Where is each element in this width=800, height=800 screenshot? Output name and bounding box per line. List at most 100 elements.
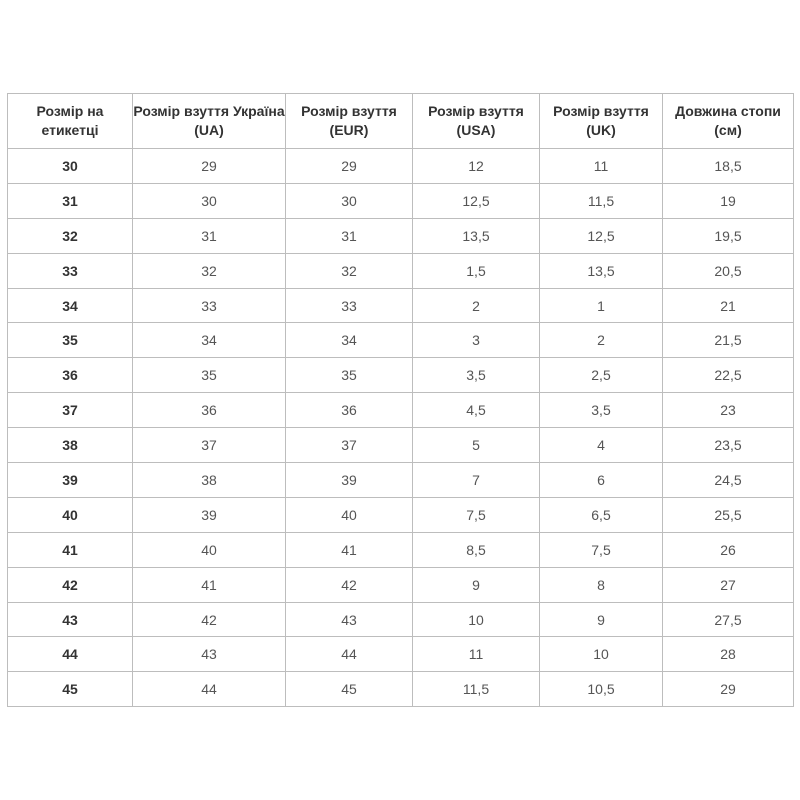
cell-uk-size: 6,5 (539, 496, 663, 533)
cell-label-size: 43 (7, 601, 133, 638)
cell-foot-length: 29 (662, 671, 794, 708)
cell-ua-size: 42 (132, 601, 286, 638)
cell-foot-length: 23,5 (662, 427, 794, 464)
table-row: 41 40 41 8,5 7,5 26 (7, 531, 794, 568)
cell-foot-length: 27,5 (662, 601, 794, 638)
cell-usa-size: 5 (412, 427, 540, 464)
cell-uk-size: 11 (539, 148, 663, 184)
cell-foot-length: 20,5 (662, 252, 794, 289)
cell-eur-size: 35 (285, 357, 413, 394)
table-row: 45 44 45 11,5 10,5 29 (7, 671, 794, 708)
table-row: 31 30 30 12,5 11,5 19 (7, 182, 794, 219)
cell-foot-length: 27 (662, 566, 794, 603)
cell-ua-size: 44 (132, 671, 286, 708)
cell-ua-size: 41 (132, 566, 286, 603)
cell-foot-length: 19 (662, 182, 794, 219)
cell-usa-size: 8,5 (412, 531, 540, 568)
cell-label-size: 41 (7, 531, 133, 568)
cell-usa-size: 13,5 (412, 217, 540, 254)
cell-eur-size: 37 (285, 427, 413, 464)
cell-ua-size: 43 (132, 636, 286, 673)
cell-foot-length: 19,5 (662, 217, 794, 254)
cell-uk-size: 2 (539, 322, 663, 359)
cell-usa-size: 1,5 (412, 252, 540, 289)
cell-eur-size: 44 (285, 636, 413, 673)
table-row: 38 37 37 5 4 23,5 (7, 427, 794, 464)
cell-ua-size: 37 (132, 427, 286, 464)
cell-ua-size: 40 (132, 531, 286, 568)
cell-uk-size: 8 (539, 566, 663, 603)
cell-label-size: 38 (7, 427, 133, 464)
cell-foot-length: 26 (662, 531, 794, 568)
cell-foot-length: 22,5 (662, 357, 794, 394)
cell-usa-size: 11 (412, 636, 540, 673)
cell-usa-size: 7 (412, 462, 540, 498)
table-row: 34 33 33 2 1 21 (7, 287, 794, 324)
table-row: 30 29 29 12 11 18,5 (7, 148, 794, 184)
cell-eur-size: 31 (285, 217, 413, 254)
cell-eur-size: 33 (285, 287, 413, 324)
table-row: 35 34 34 3 2 21,5 (7, 322, 794, 359)
cell-foot-length: 25,5 (662, 496, 794, 533)
cell-ua-size: 36 (132, 392, 286, 429)
cell-uk-size: 7,5 (539, 531, 663, 568)
cell-uk-size: 10 (539, 636, 663, 673)
table-row: 40 39 40 7,5 6,5 25,5 (7, 496, 794, 533)
cell-uk-size: 11,5 (539, 182, 663, 219)
table-row: 44 43 44 11 10 28 (7, 636, 794, 673)
cell-foot-length: 21 (662, 287, 794, 324)
cell-label-size: 37 (7, 392, 133, 429)
cell-eur-size: 45 (285, 671, 413, 708)
cell-uk-size: 12,5 (539, 217, 663, 254)
cell-ua-size: 30 (132, 182, 286, 219)
table-row: 43 42 43 10 9 27,5 (7, 601, 794, 638)
header-eur-size: Розмір взуття (EUR) (285, 93, 413, 149)
cell-eur-size: 43 (285, 601, 413, 638)
cell-uk-size: 1 (539, 287, 663, 324)
cell-eur-size: 32 (285, 252, 413, 289)
cell-label-size: 39 (7, 462, 133, 498)
cell-label-size: 33 (7, 252, 133, 289)
cell-usa-size: 12 (412, 148, 540, 184)
cell-label-size: 42 (7, 566, 133, 603)
cell-usa-size: 3 (412, 322, 540, 359)
cell-usa-size: 9 (412, 566, 540, 603)
cell-eur-size: 36 (285, 392, 413, 429)
cell-label-size: 44 (7, 636, 133, 673)
header-label-size: Розмір на етикетці (7, 93, 133, 149)
cell-foot-length: 23 (662, 392, 794, 429)
cell-usa-size: 2 (412, 287, 540, 324)
cell-ua-size: 35 (132, 357, 286, 394)
cell-label-size: 35 (7, 322, 133, 359)
table-body: 30 29 29 12 11 18,5 31 30 30 12,5 11,5 19 32 31 31 13,5… (7, 148, 794, 708)
cell-usa-size: 12,5 (412, 182, 540, 219)
cell-foot-length: 28 (662, 636, 794, 673)
cell-eur-size: 42 (285, 566, 413, 603)
cell-uk-size: 9 (539, 601, 663, 638)
cell-eur-size: 34 (285, 322, 413, 359)
cell-eur-size: 30 (285, 182, 413, 219)
cell-usa-size: 11,5 (412, 671, 540, 708)
cell-uk-size: 10,5 (539, 671, 663, 708)
cell-uk-size: 13,5 (539, 252, 663, 289)
cell-foot-length: 24,5 (662, 462, 794, 498)
cell-label-size: 32 (7, 217, 133, 254)
cell-usa-size: 4,5 (412, 392, 540, 429)
cell-ua-size: 34 (132, 322, 286, 359)
cell-ua-size: 38 (132, 462, 286, 498)
cell-eur-size: 41 (285, 531, 413, 568)
cell-label-size: 30 (7, 148, 133, 184)
cell-uk-size: 2,5 (539, 357, 663, 394)
cell-ua-size: 32 (132, 252, 286, 289)
cell-label-size: 45 (7, 671, 133, 708)
cell-label-size: 31 (7, 182, 133, 219)
cell-ua-size: 31 (132, 217, 286, 254)
cell-ua-size: 29 (132, 148, 286, 184)
header-usa-size: Розмір взуття (USA) (412, 93, 540, 149)
cell-uk-size: 4 (539, 427, 663, 464)
header-ua-size: Розмір взуття Україна (UA) (132, 93, 286, 149)
cell-label-size: 34 (7, 287, 133, 324)
header-uk-size: Розмір взуття (UK) (539, 93, 663, 149)
cell-foot-length: 21,5 (662, 322, 794, 359)
cell-eur-size: 39 (285, 462, 413, 498)
